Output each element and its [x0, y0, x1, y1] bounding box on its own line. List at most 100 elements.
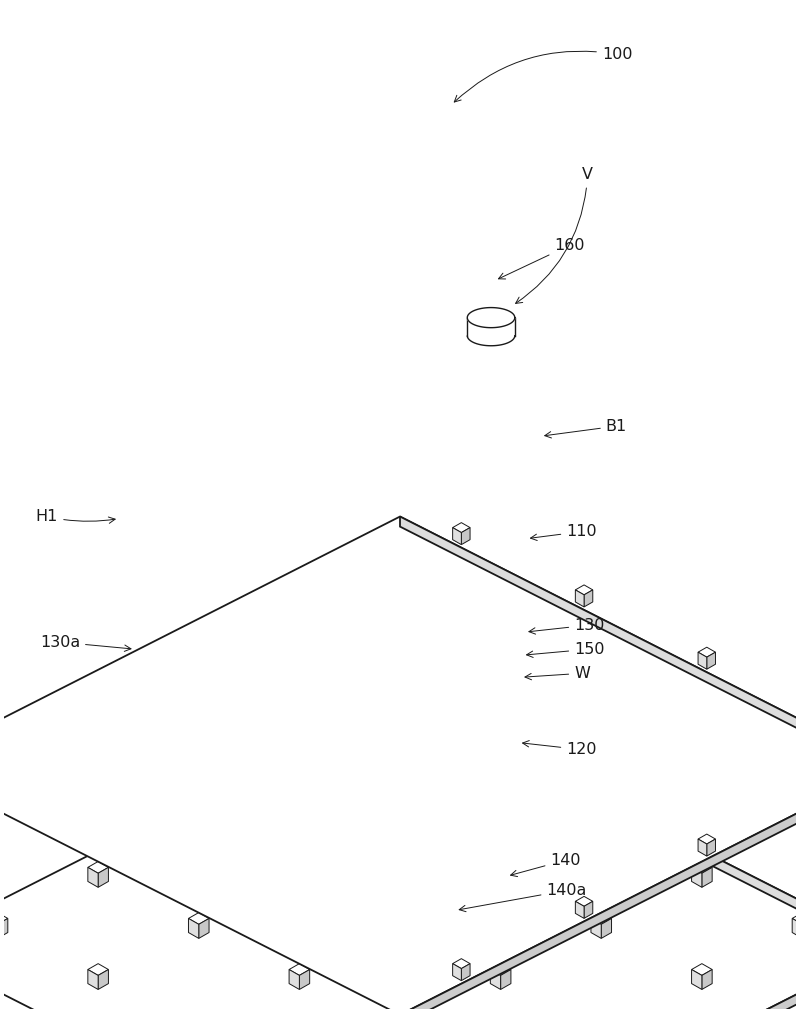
Polygon shape [792, 919, 800, 938]
Polygon shape [602, 919, 611, 938]
Polygon shape [698, 828, 715, 838]
Text: W: W [525, 666, 590, 681]
Polygon shape [501, 969, 511, 990]
Polygon shape [702, 969, 712, 990]
Polygon shape [453, 958, 470, 968]
Polygon shape [260, 949, 294, 969]
Polygon shape [289, 861, 310, 873]
Polygon shape [299, 969, 310, 990]
Polygon shape [299, 867, 310, 887]
Text: H1: H1 [36, 510, 115, 524]
Polygon shape [698, 839, 706, 856]
Polygon shape [98, 867, 109, 887]
Polygon shape [0, 517, 800, 1013]
Polygon shape [278, 966, 522, 1013]
Polygon shape [189, 919, 198, 938]
Polygon shape [356, 924, 422, 946]
Polygon shape [0, 697, 800, 1013]
Polygon shape [591, 913, 611, 924]
Polygon shape [88, 861, 109, 873]
Polygon shape [289, 760, 310, 771]
Polygon shape [32, 966, 278, 1013]
Polygon shape [390, 714, 400, 734]
Polygon shape [400, 919, 410, 938]
Polygon shape [575, 766, 593, 776]
Polygon shape [453, 708, 462, 725]
Circle shape [751, 956, 766, 975]
Polygon shape [706, 833, 715, 850]
Text: 100: 100 [454, 47, 632, 102]
Text: 160: 160 [498, 238, 585, 279]
Polygon shape [154, 905, 400, 1013]
Polygon shape [278, 842, 522, 966]
Polygon shape [299, 765, 310, 785]
Polygon shape [628, 1012, 663, 1013]
Text: 120: 120 [522, 741, 597, 757]
Circle shape [506, 832, 520, 850]
Polygon shape [98, 969, 109, 990]
Polygon shape [289, 765, 299, 785]
Polygon shape [462, 708, 470, 725]
Polygon shape [575, 902, 584, 919]
Text: B1: B1 [545, 418, 627, 438]
Text: 150: 150 [526, 641, 605, 657]
Polygon shape [400, 905, 646, 1013]
Polygon shape [390, 810, 410, 823]
Polygon shape [189, 810, 209, 823]
Polygon shape [0, 913, 8, 924]
Polygon shape [400, 766, 800, 1013]
Text: 140a: 140a [459, 882, 587, 912]
Polygon shape [591, 816, 602, 837]
Polygon shape [462, 528, 470, 545]
Polygon shape [706, 839, 715, 856]
Text: 110: 110 [530, 524, 597, 541]
Circle shape [628, 894, 642, 913]
Polygon shape [501, 867, 511, 887]
Polygon shape [575, 897, 593, 907]
Polygon shape [467, 308, 514, 327]
Polygon shape [88, 867, 98, 887]
Polygon shape [706, 652, 715, 670]
Text: V: V [516, 167, 593, 304]
Polygon shape [88, 963, 109, 976]
Polygon shape [584, 902, 593, 919]
Polygon shape [702, 867, 712, 887]
Polygon shape [400, 714, 410, 734]
Polygon shape [490, 969, 501, 990]
Polygon shape [584, 771, 593, 788]
Circle shape [278, 835, 292, 853]
Polygon shape [691, 969, 702, 990]
Polygon shape [88, 969, 98, 990]
Polygon shape [289, 867, 299, 887]
Polygon shape [506, 949, 540, 969]
Polygon shape [575, 585, 593, 595]
Polygon shape [390, 708, 410, 720]
Polygon shape [591, 810, 611, 823]
Polygon shape [233, 987, 299, 1009]
Polygon shape [390, 816, 400, 837]
Polygon shape [189, 913, 209, 924]
Polygon shape [522, 966, 768, 1013]
Polygon shape [289, 969, 299, 990]
Text: 130: 130 [529, 618, 605, 634]
Polygon shape [390, 919, 400, 938]
Text: 140: 140 [510, 853, 581, 876]
Polygon shape [478, 987, 545, 1009]
Polygon shape [390, 913, 410, 924]
Polygon shape [698, 652, 706, 670]
Polygon shape [198, 816, 209, 837]
Polygon shape [698, 647, 715, 657]
Polygon shape [453, 703, 470, 713]
Polygon shape [400, 517, 800, 776]
Polygon shape [382, 887, 418, 908]
Polygon shape [490, 867, 501, 887]
Polygon shape [453, 528, 462, 545]
Polygon shape [691, 867, 702, 887]
Polygon shape [400, 816, 410, 837]
Polygon shape [0, 924, 800, 1013]
Polygon shape [501, 765, 511, 785]
Polygon shape [490, 765, 501, 785]
Polygon shape [400, 924, 800, 1013]
Polygon shape [602, 816, 611, 837]
Text: 130a: 130a [40, 634, 131, 651]
